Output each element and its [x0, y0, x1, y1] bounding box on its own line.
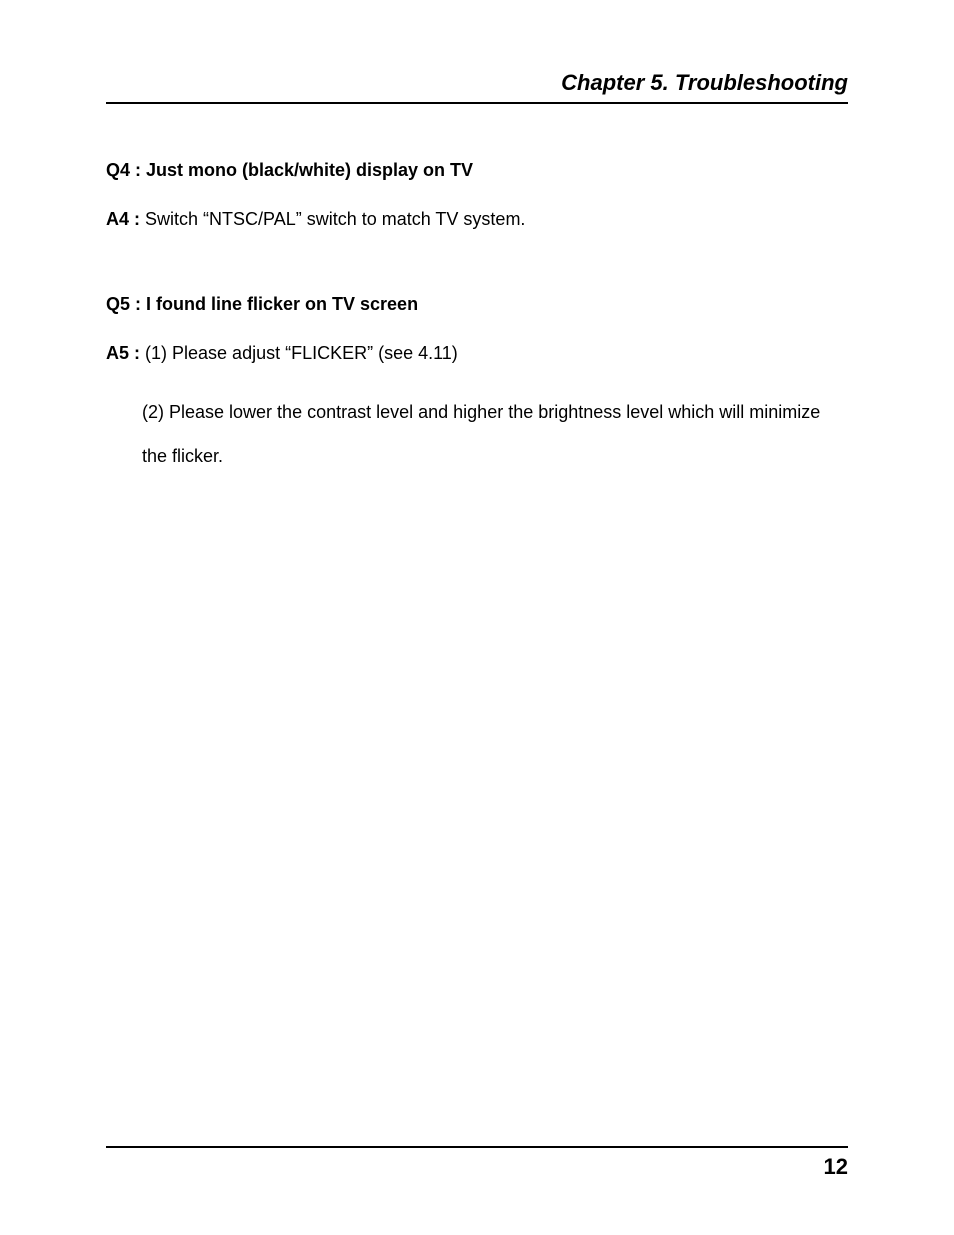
- q5-question: Q5 : I found line flicker on TV screen: [106, 292, 848, 316]
- q5-answer-item2: (2) Please lower the contrast level and …: [106, 390, 848, 478]
- q5-answer: A5 : (1) Please adjust “FLICKER” (see 4.…: [106, 341, 848, 478]
- qa-block-5: Q5 : I found line flicker on TV screen A…: [106, 292, 848, 479]
- q4-answer: A4 : Switch “NTSC/PAL” switch to match T…: [106, 207, 848, 231]
- q4-answer-text: Switch “NTSC/PAL” switch to match TV sys…: [140, 209, 525, 229]
- document-page: Chapter 5. Troubleshooting Q4 : Just mon…: [0, 0, 954, 1235]
- q4-question: Q4 : Just mono (black/white) display on …: [106, 158, 848, 182]
- q4-answer-label: A4 :: [106, 209, 140, 229]
- page-footer: 12: [106, 1146, 848, 1180]
- chapter-title: Chapter 5. Troubleshooting: [106, 70, 848, 104]
- q5-answer-text2: (2) Please lower the contrast level and …: [142, 402, 820, 466]
- qa-block-4: Q4 : Just mono (black/white) display on …: [106, 158, 848, 232]
- q5-answer-label: A5 :: [106, 343, 140, 363]
- page-number: 12: [824, 1154, 848, 1179]
- q5-answer-text1: (1) Please adjust “FLICKER” (see 4.11): [140, 343, 458, 363]
